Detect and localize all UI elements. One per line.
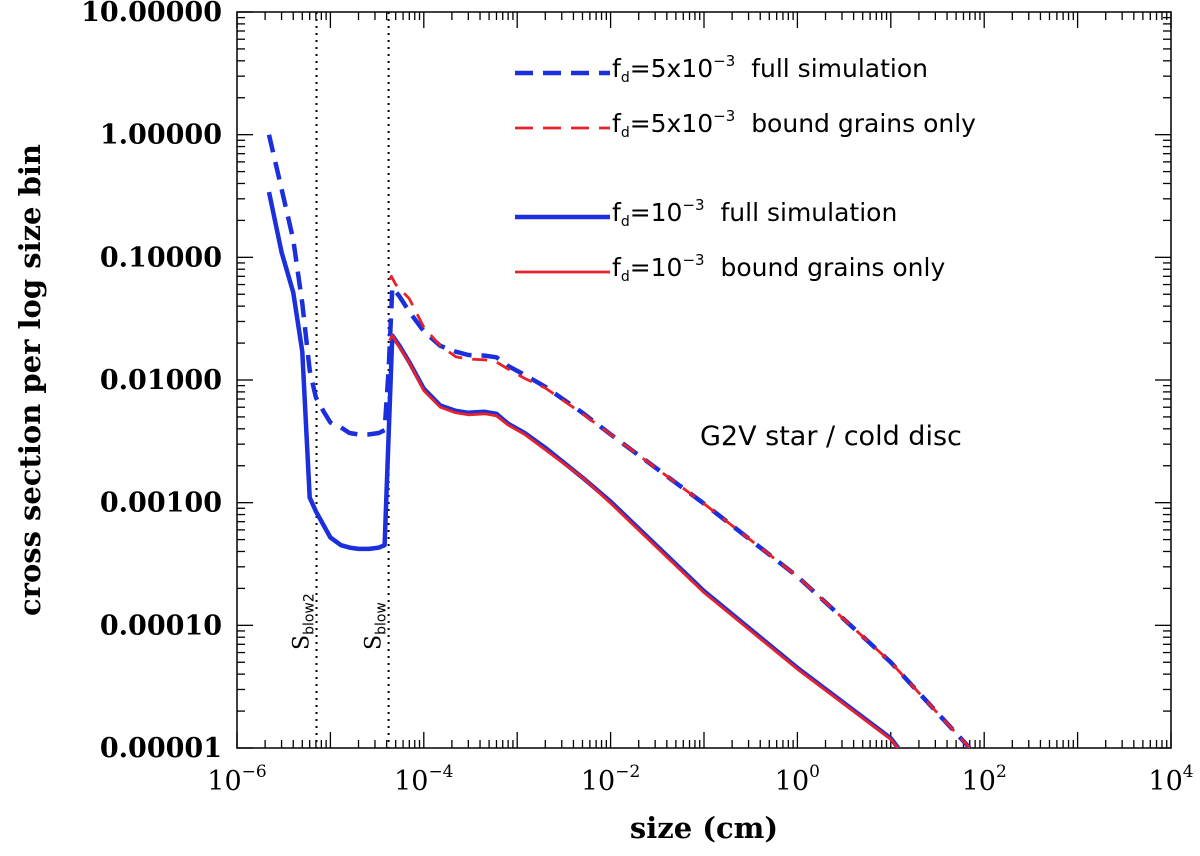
legend-label-3: fd=10−3 full simulation xyxy=(612,196,897,230)
x-tick-label: 10−4 xyxy=(394,762,453,797)
reference-label-text: Sblow xyxy=(362,602,390,650)
series-line-1 xyxy=(266,134,972,748)
legend-label-1: fd=5x10−3 full simulation xyxy=(612,52,928,86)
series-line-2 xyxy=(388,274,971,748)
x-axis-title: size (cm) xyxy=(630,811,778,845)
y-tick-label: 0.10000 xyxy=(100,242,222,273)
reference-lines: Sblow2 Sblow xyxy=(290,12,390,748)
series-line-4 xyxy=(388,334,900,748)
x-tick-label: 100 xyxy=(775,762,820,797)
x-tick-label: 104 xyxy=(1148,762,1193,797)
data-series xyxy=(266,134,972,748)
y-tick-label: 0.00010 xyxy=(100,610,222,641)
y-axis-title: cross section per log size bin xyxy=(13,144,47,616)
legend-label-4: fd=10−3 bound grains only xyxy=(612,251,945,285)
y-tick-label: 1.00000 xyxy=(100,120,222,151)
x-tick-label: 10−2 xyxy=(581,762,640,797)
reference-label-blow: Sblow xyxy=(362,602,390,650)
y-tick-label: 0.01000 xyxy=(100,365,222,396)
legend: fd=5x10−3 full simulation fd=5x10−3 bound… xyxy=(515,52,976,285)
legend-label-2: fd=5x10−3 bound grains only xyxy=(612,107,976,141)
reference-label-text: Sblow2 xyxy=(290,593,318,650)
y-tick-label: 0.00001 xyxy=(100,733,222,764)
annotation-text: G2V star / cold disc xyxy=(700,421,962,452)
y-tick-label: 0.00100 xyxy=(100,488,222,519)
reference-label-blow2: Sblow2 xyxy=(290,593,318,650)
y-tick-labels: 10.00000 1.00000 0.10000 0.01000 0.00100 0.00… xyxy=(81,0,222,764)
y-tick-label: 10.00000 xyxy=(81,0,222,28)
x-tick-labels: 10−6 10−4 10−2 100 102 104 xyxy=(207,762,1193,797)
x-tick-label: 102 xyxy=(962,762,1007,797)
x-tick-label: 10−6 xyxy=(207,762,266,797)
